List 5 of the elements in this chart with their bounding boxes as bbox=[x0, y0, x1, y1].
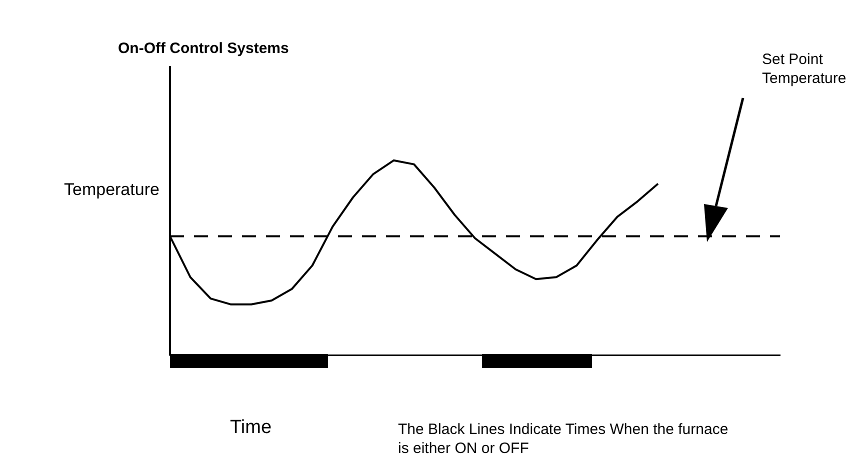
chart-title: On-Off Control Systems bbox=[118, 40, 289, 57]
x-axis-title: Time bbox=[230, 417, 272, 439]
text: The Black Lines Indicate Times When the furnace is either ON or OFF bbox=[398, 420, 730, 458]
ref-line-label: Set Point Temperature bbox=[762, 50, 848, 88]
y-axis-title: Temperature bbox=[64, 180, 160, 200]
